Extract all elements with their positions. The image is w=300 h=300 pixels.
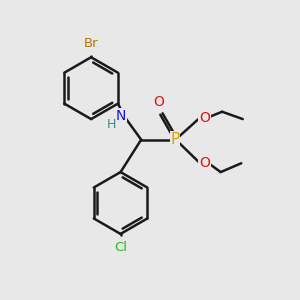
Text: H: H <box>107 118 116 131</box>
Text: O: O <box>199 156 210 170</box>
Text: O: O <box>153 95 164 110</box>
Text: Cl: Cl <box>114 241 127 254</box>
Text: Br: Br <box>84 38 98 50</box>
Text: P: P <box>170 132 180 147</box>
Text: O: O <box>199 111 210 124</box>
Text: N: N <box>116 109 126 123</box>
